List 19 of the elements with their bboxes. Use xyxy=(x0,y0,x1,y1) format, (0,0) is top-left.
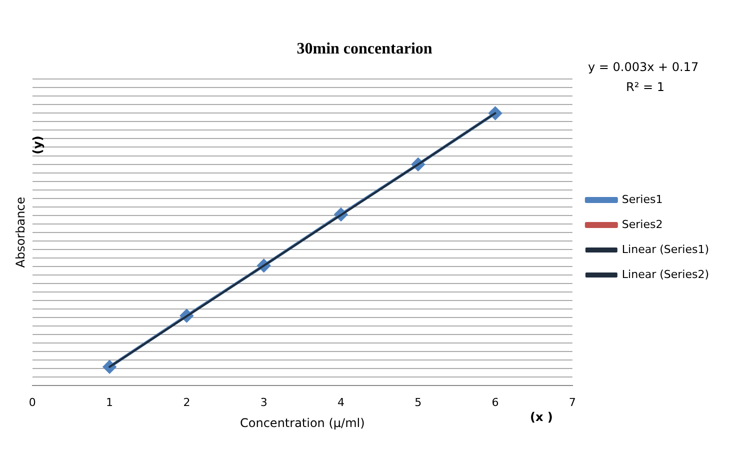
x-tick-label: 1 xyxy=(106,396,114,409)
legend-label: Linear (Series2) xyxy=(622,268,709,281)
text: (x ) xyxy=(530,410,553,424)
x-tick-label: 5 xyxy=(414,396,422,409)
text: y = 0.003x + 0.17 xyxy=(588,60,699,74)
legend-label: Series1 xyxy=(622,192,663,206)
chart-title: 30min concentarion xyxy=(296,40,432,58)
x-axis-title: Concentration (µ/ml) xyxy=(240,416,365,430)
text: R² = 1 xyxy=(626,80,664,94)
legend-label: Linear (Series1) xyxy=(622,242,709,256)
x-tick-label: 0 xyxy=(28,396,36,409)
x-tick-label: 2 xyxy=(183,396,190,409)
y-axis-title: Absorbance xyxy=(13,196,28,268)
x-tick-label: 3 xyxy=(260,396,268,409)
x-tick-label: 6 xyxy=(492,396,499,409)
annotation: (y) xyxy=(30,136,44,154)
x-tick-label: 4 xyxy=(337,396,344,409)
legend-label: Series2 xyxy=(622,218,663,231)
x-tick-label: 7 xyxy=(568,396,576,409)
